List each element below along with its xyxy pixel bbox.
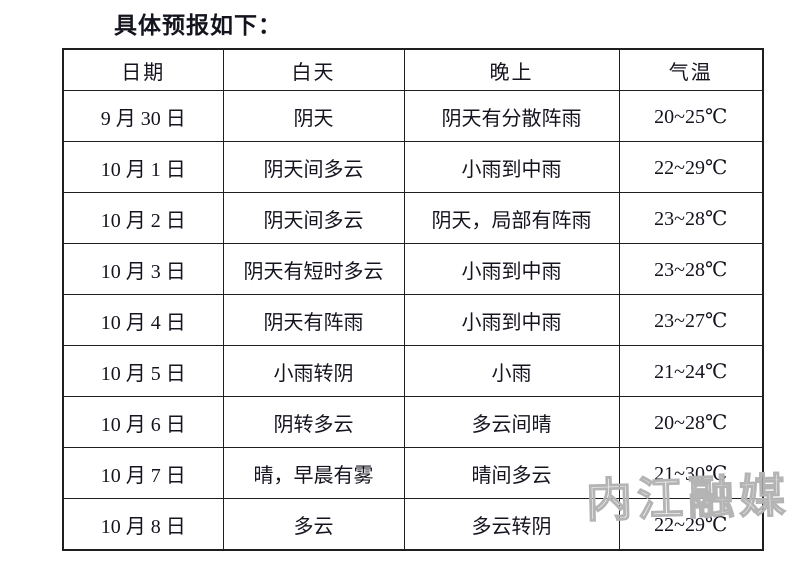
table-row: 10 月 6 日阴转多云 多云间晴 20~28℃ bbox=[62, 396, 764, 448]
table-cell: 阴天 bbox=[222, 90, 405, 142]
table-row: 10 月 5 日小雨转阴 小雨 21~24℃ bbox=[62, 345, 764, 397]
column-header-3: 气温 bbox=[618, 48, 764, 91]
table-cell: 阴天有分散阵雨 bbox=[403, 90, 620, 142]
header-row: 日期 白天 晚上 气温 bbox=[62, 48, 764, 91]
table-cell: 小雨到中雨 bbox=[403, 141, 620, 193]
table-cell: 10 月 4 日 bbox=[62, 294, 224, 346]
table-cell: 阴天有短时多云 bbox=[222, 243, 405, 295]
page-title: 具体预报如下： bbox=[114, 13, 282, 38]
table-row: 10 月 3 日阴天有短时多云 小雨到中雨 23~28℃ bbox=[62, 243, 764, 295]
table-row: 10 月 8 日多云 多云转阴 22~29℃ bbox=[62, 498, 764, 551]
table-cell: 20~28℃ bbox=[618, 396, 764, 448]
table-row: 10 月 1 日阴天间多云 小雨到中雨 22~29℃ bbox=[62, 141, 764, 193]
table-cell: 21~30℃ bbox=[618, 447, 764, 499]
table-cell: 10 月 6 日 bbox=[62, 396, 224, 448]
column-header-2: 晚上 bbox=[403, 48, 620, 91]
table-cell: 10 月 2 日 bbox=[62, 192, 224, 244]
table-cell: 10 月 3 日 bbox=[62, 243, 224, 295]
table-cell: 小雨到中雨 bbox=[403, 243, 620, 295]
table-cell: 多云转阴 bbox=[403, 498, 620, 551]
table-cell: 晴间多云 bbox=[403, 447, 620, 499]
table-cell: 多云 bbox=[222, 498, 405, 551]
table-cell: 小雨到中雨 bbox=[403, 294, 620, 346]
table-cell: 阴天间多云 bbox=[222, 141, 405, 193]
table-row: 10 月 2 日阴天间多云 阴天，局部有阵雨 23~28℃ bbox=[62, 192, 764, 244]
table-cell: 10 月 5 日 bbox=[62, 345, 224, 397]
table-cell: 23~27℃ bbox=[618, 294, 764, 346]
table-cell: 阴天间多云 bbox=[222, 192, 405, 244]
table-cell: 9 月 30 日 bbox=[62, 90, 224, 142]
table-row: 9 月 30 日阴天 阴天有分散阵雨 20~25℃ bbox=[62, 90, 764, 142]
table-cell: 晴，早晨有雾 bbox=[222, 447, 405, 499]
column-header-1: 白天 bbox=[222, 48, 405, 91]
column-header-0: 日期 bbox=[62, 48, 224, 91]
table-cell: 21~24℃ bbox=[618, 345, 764, 397]
table-cell: 10 月 8 日 bbox=[62, 498, 224, 551]
table-cell: 小雨转阴 bbox=[222, 345, 405, 397]
table-cell: 10 月 7 日 bbox=[62, 447, 224, 499]
table-cell: 23~28℃ bbox=[618, 243, 764, 295]
table-cell: 多云间晴 bbox=[403, 396, 620, 448]
table-cell: 20~25℃ bbox=[618, 90, 764, 142]
table-cell: 22~29℃ bbox=[618, 498, 764, 551]
table-cell: 10 月 1 日 bbox=[62, 141, 224, 193]
table-cell: 阴天有阵雨 bbox=[222, 294, 405, 346]
table-cell: 阴天，局部有阵雨 bbox=[403, 192, 620, 244]
table-row: 10 月 4 日阴天有阵雨 小雨到中雨 23~27℃ bbox=[62, 294, 764, 346]
table-cell: 阴转多云 bbox=[222, 396, 405, 448]
weather-forecast-table: 日期 白天 晚上 气温 9 月 30 日阴天 阴天有分散阵雨 20~25℃ 10 月 1 日… bbox=[62, 48, 764, 551]
table-row: 10 月 7 日晴，早晨有雾 晴间多云 21~30℃ bbox=[62, 447, 764, 499]
table-cell: 22~29℃ bbox=[618, 141, 764, 193]
table-cell: 23~28℃ bbox=[618, 192, 764, 244]
table-cell: 小雨 bbox=[403, 345, 620, 397]
